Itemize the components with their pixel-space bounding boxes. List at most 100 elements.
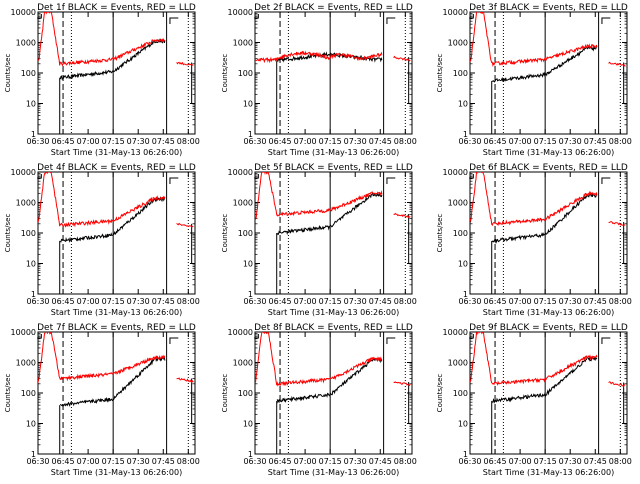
x-tick-label: 07:15 — [319, 297, 342, 306]
x-tick-label: 08:00 — [609, 297, 632, 306]
x-tick-label: 08:00 — [177, 137, 200, 146]
y-axis-label: Counts/sec — [4, 214, 12, 253]
state-step — [386, 177, 396, 184]
y-axis-label: Counts/sec — [4, 54, 12, 93]
series-lld-line-after — [176, 222, 194, 228]
x-tick-label: 06:30 — [26, 297, 49, 306]
drop-line — [623, 382, 626, 424]
y-tick-label: 1 — [463, 450, 468, 459]
y-tick-label: 1000 — [16, 199, 36, 208]
chart-title: Det 7f BLACK = Events, RED = LLD — [37, 323, 196, 333]
x-tick-label: 07:00 — [294, 457, 317, 466]
drop-line — [408, 213, 411, 264]
x-tick-label: 06:45 — [269, 137, 292, 146]
x-tick-label: 07:30 — [559, 297, 582, 306]
y-axis-label: Counts/sec — [221, 214, 229, 253]
y-tick-label: 1 — [248, 290, 253, 299]
y-tick-label: 1000 — [16, 39, 36, 48]
chart-panel-9: Det 9f BLACK = Events, RED = LLD 1 10 100 10… — [436, 323, 632, 477]
y-tick-label: 1000 — [233, 359, 253, 368]
x-axis-label: Start Time (31-May-13 06:26:00) — [268, 308, 399, 317]
state-step — [469, 174, 474, 179]
chart-title: Det 2f BLACK = Events, RED = LLD — [254, 3, 413, 13]
x-axis-label: Start Time (31-May-13 06:26:00) — [483, 308, 614, 317]
y-tick-label: 10000 — [11, 8, 36, 17]
chart-panel-2: Det 2f BLACK = Events, RED = LLD 1 10 100 10… — [221, 3, 417, 157]
x-tick-label: 07:30 — [127, 457, 150, 466]
plot-frame — [37, 331, 196, 455]
x-tick-label: 07:30 — [559, 457, 582, 466]
x-tick-label: 06:30 — [458, 137, 481, 146]
x-tick-label: 07:45 — [584, 297, 607, 306]
y-tick-label: 10 — [243, 100, 253, 109]
y-tick-label: 10 — [458, 260, 468, 269]
x-tick-label: 06:45 — [484, 297, 507, 306]
x-tick-label: 07:00 — [509, 137, 532, 146]
x-tick-label: 07:15 — [319, 137, 342, 146]
state-step — [386, 337, 396, 344]
x-tick-label: 08:00 — [394, 457, 417, 466]
series-lld-line — [255, 50, 383, 64]
y-tick-label: 100 — [453, 229, 468, 238]
x-tick-label: 06:30 — [243, 137, 266, 146]
x-tick-label: 08:00 — [177, 297, 200, 306]
x-tick-label: 06:30 — [458, 297, 481, 306]
state-step — [601, 17, 611, 24]
series-events-line — [59, 196, 165, 243]
chart-panel-3: Det 3f BLACK = Events, RED = LLD 1 10 100 10… — [436, 3, 632, 157]
x-tick-label: 07:30 — [127, 137, 150, 146]
x-tick-label: 06:30 — [458, 457, 481, 466]
chart-title: Det 1f BLACK = Events, RED = LLD — [37, 3, 196, 13]
y-tick-label: 10 — [26, 260, 36, 269]
series-lld-line-after — [393, 212, 411, 219]
x-tick-label: 07:45 — [584, 137, 607, 146]
x-tick-label: 07:00 — [294, 297, 317, 306]
y-axis-label: Counts/sec — [221, 374, 229, 413]
x-axis-label: Start Time (31-May-13 06:26:00) — [51, 468, 182, 477]
x-tick-label: 07:15 — [319, 457, 342, 466]
series-lld-line — [470, 172, 598, 227]
y-tick-label: 10000 — [228, 168, 253, 177]
drop-line — [623, 221, 626, 264]
state-step — [169, 337, 179, 344]
x-axis-label: Start Time (31-May-13 06:26:00) — [51, 308, 182, 317]
chart-panel-7: Det 7f BLACK = Events, RED = LLD 1 10 100 10… — [4, 323, 200, 477]
y-tick-label: 100 — [453, 389, 468, 398]
series-lld-line-after — [176, 61, 194, 66]
series-events-line — [276, 357, 383, 404]
x-tick-label: 07:00 — [77, 297, 100, 306]
series-lld-line — [470, 12, 598, 68]
y-tick-label: 10 — [243, 260, 253, 269]
plot-frame — [37, 11, 196, 135]
x-tick-label: 07:45 — [369, 457, 392, 466]
x-tick-label: 08:00 — [177, 457, 200, 466]
x-tick-label: 07:15 — [102, 137, 125, 146]
state-step — [469, 14, 474, 19]
y-tick-label: 100 — [21, 69, 36, 78]
series-lld-line — [255, 332, 383, 387]
plot-frame — [469, 171, 628, 295]
y-tick-label: 100 — [21, 229, 36, 238]
x-tick-label: 06:30 — [243, 297, 266, 306]
x-tick-label: 07:15 — [534, 297, 557, 306]
x-tick-label: 07:30 — [344, 297, 367, 306]
series-lld-line-after — [176, 377, 194, 384]
y-tick-label: 1000 — [448, 359, 468, 368]
x-tick-label: 07:30 — [559, 137, 582, 146]
x-tick-label: 08:00 — [394, 297, 417, 306]
series-events-line — [491, 356, 598, 404]
y-tick-label: 10000 — [443, 328, 468, 337]
y-tick-label: 100 — [238, 389, 253, 398]
chart-panel-4: Det 4f BLACK = Events, RED = LLD 1 10 100 10… — [4, 163, 200, 317]
y-tick-label: 100 — [21, 389, 36, 398]
y-tick-label: 1 — [248, 130, 253, 139]
chart-title: Det 3f BLACK = Events, RED = LLD — [469, 3, 628, 13]
state-step — [37, 174, 42, 179]
x-tick-label: 06:45 — [269, 457, 292, 466]
chart-panel-1: Det 1f BLACK = Events, RED = LLD 1 10 100 10… — [4, 3, 200, 157]
chart-title: Det 8f BLACK = Events, RED = LLD — [254, 323, 413, 333]
x-tick-label: 06:45 — [269, 297, 292, 306]
series-lld-line — [470, 332, 598, 386]
y-tick-label: 1 — [31, 450, 36, 459]
